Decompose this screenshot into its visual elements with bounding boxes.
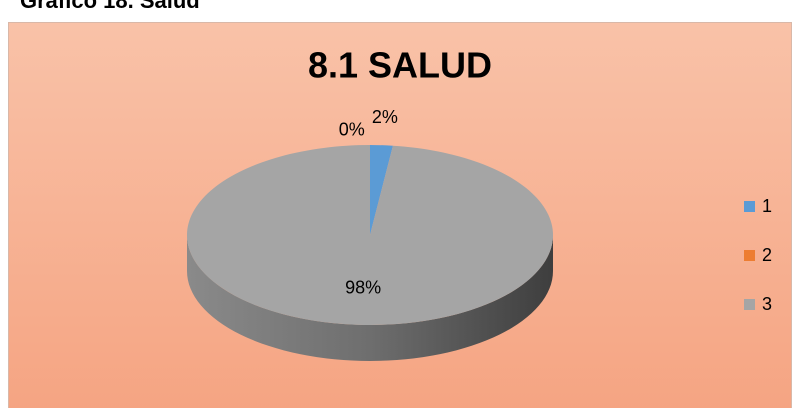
chart-title: 8.1 SALUD [308,45,492,86]
data-label: 98% [345,278,381,298]
legend-label: 3 [762,294,772,314]
data-label: 0% [339,120,365,140]
legend-swatch [744,250,755,261]
pie-slice [187,145,554,325]
legend-label: 2 [762,245,772,265]
legend-label: 1 [762,196,772,216]
caption: Gráfico 18. Salud [20,0,200,13]
pie-slice [370,145,393,235]
legend-swatch [744,299,755,310]
pie-side [187,235,553,361]
legend-swatch [744,201,755,212]
data-label: 2% [372,107,398,127]
